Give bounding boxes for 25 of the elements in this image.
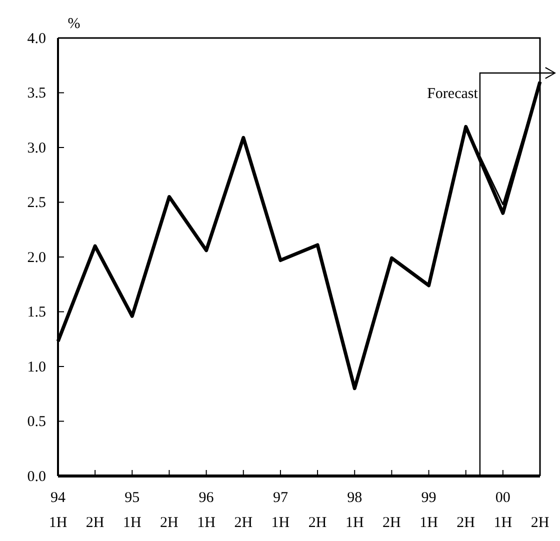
x-tick-label: 00 1H <box>494 490 512 531</box>
x-tick-label: 97 1H <box>271 490 290 531</box>
y-tick-label: 4.0 <box>27 30 46 47</box>
y-tick-label: 2.0 <box>27 250 46 266</box>
y-tick-label: 1.5 <box>27 304 46 321</box>
x-tick-label: 2H <box>308 515 327 531</box>
y-axis-title: % <box>68 16 80 32</box>
x-tick-label: 94 1H <box>48 490 68 531</box>
y-tick-label: 0.5 <box>27 414 46 430</box>
x-tick-label: 2H <box>530 515 550 531</box>
x-tick-label: 2H <box>86 515 104 531</box>
x-tick-label: 2H <box>160 515 179 531</box>
y-tick-label: 1.0 <box>27 359 46 376</box>
x-tick-label: 95 1H <box>122 490 142 531</box>
x-tick-label: 98 1H <box>345 490 364 531</box>
y-tick-label: 3.5 <box>27 86 46 102</box>
x-tick-label: 2H <box>382 515 402 531</box>
annotation: Forecast <box>427 86 479 102</box>
y-tick-label: 2.5 <box>27 195 46 212</box>
x-tick-label: 2H <box>234 515 253 531</box>
x-tick-label: 96 1H <box>197 490 216 531</box>
y-tick-label: 3.0 <box>27 140 46 156</box>
y-tick-label: 0.0 <box>27 468 46 485</box>
x-tick-label: 99 1H <box>420 490 438 531</box>
x-tick-label: 2H <box>456 515 476 531</box>
